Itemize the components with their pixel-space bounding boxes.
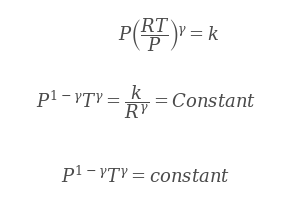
Text: $P^{1-\gamma}T^{\gamma} = \dfrac{k}{R^{\gamma}} = \mathit{Constant}$: $P^{1-\gamma}T^{\gamma} = \dfrac{k}{R^{\…: [36, 83, 255, 121]
Text: $P^{1-\gamma}T^{\gamma} = \mathit{constant}$: $P^{1-\gamma}T^{\gamma} = \mathit{consta…: [61, 165, 230, 186]
Text: $P\left(\dfrac{RT}{P}\right)^{\!\gamma} = k$: $P\left(\dfrac{RT}{P}\right)^{\!\gamma} …: [118, 16, 219, 53]
